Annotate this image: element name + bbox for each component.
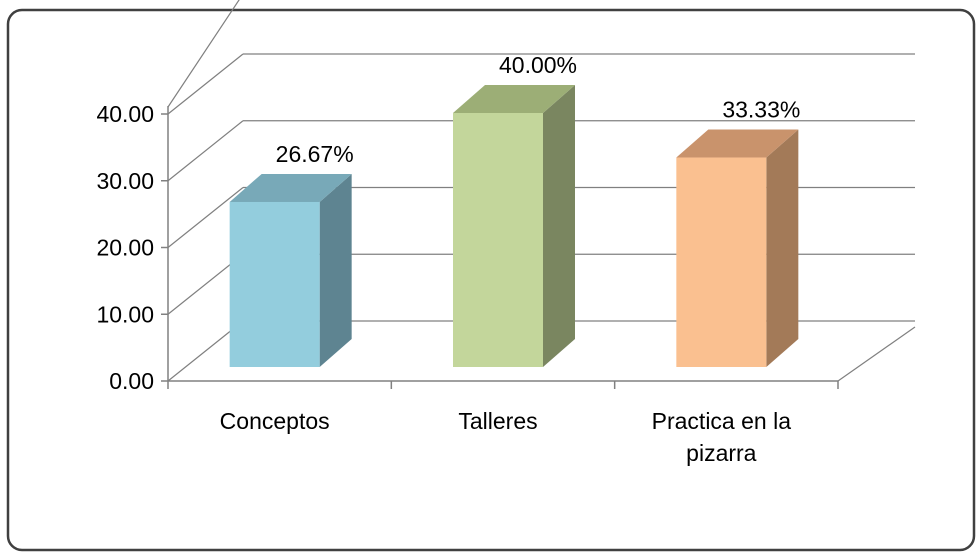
bars (229, 85, 799, 367)
axes (161, 106, 839, 389)
bar-top (229, 173, 352, 202)
data-label: 33.33% (722, 97, 800, 123)
bar (453, 113, 543, 367)
bar-side (319, 173, 352, 367)
category-label: Conceptos (220, 408, 330, 434)
gridlines (167, 0, 916, 382)
category-label: Talleres (458, 408, 537, 434)
floor-edge (837, 326, 916, 382)
category-label: Practica en la pizarra (652, 408, 792, 466)
y-tick-label: 30.00 (96, 168, 154, 194)
bar (229, 201, 320, 367)
y-tick-label: 0.00 (109, 368, 154, 394)
gridline-wall (167, 53, 244, 115)
data-label: 26.67% (276, 141, 354, 167)
y-tick-label: 10.00 (96, 301, 154, 327)
gridline-wall (167, 187, 244, 248)
bar-top (676, 129, 799, 158)
y-tick-label: 40.00 (96, 101, 154, 127)
gridline-wall (167, 120, 244, 182)
labels: 0.00 10.00 20.00 30.00 40.00 26.67% Conceptos 4… (96, 52, 800, 466)
gridline-wall-top (167, 0, 240, 108)
y-tick-label: 20.00 (96, 235, 154, 261)
bar-side (766, 129, 799, 367)
bar-side (543, 85, 575, 367)
data-label: 40.00% (499, 52, 577, 78)
bar (676, 157, 767, 367)
bar-top (453, 85, 575, 113)
